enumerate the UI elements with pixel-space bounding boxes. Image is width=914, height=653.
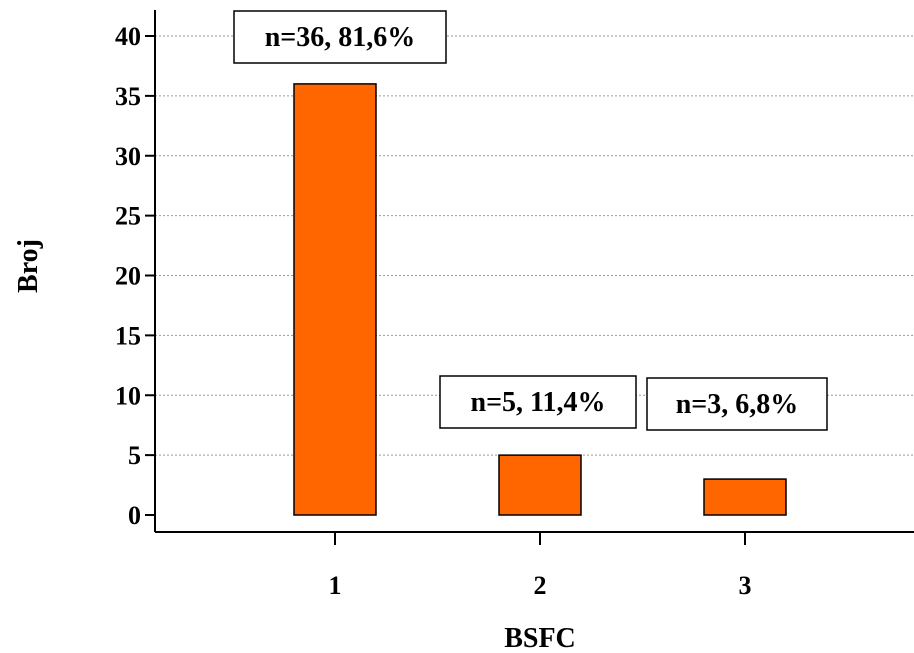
x-axis-ticks: 1 2 3 <box>329 532 752 600</box>
y-tick-label: 15 <box>115 321 141 350</box>
data-label: n=3, 6,8% <box>676 389 799 420</box>
data-label: n=36, 81,6% <box>265 22 416 53</box>
x-tick-label: 2 <box>534 571 547 600</box>
data-label: n=5, 11,4% <box>471 387 606 418</box>
y-tick-label: 5 <box>128 441 141 470</box>
x-tick-label: 1 <box>329 571 342 600</box>
data-label-box <box>233 10 447 64</box>
bar <box>293 83 377 516</box>
y-tick-label: 25 <box>115 202 141 231</box>
bars <box>293 83 787 516</box>
y-tick-label: 30 <box>115 142 141 171</box>
y-tick-label: 35 <box>115 82 141 111</box>
bar <box>498 454 582 516</box>
bar <box>703 478 787 516</box>
y-tick-label: 10 <box>115 381 141 410</box>
y-axis-title: Broj <box>13 239 44 293</box>
data-label-box <box>646 377 828 431</box>
y-tick-label: 40 <box>115 22 141 51</box>
y-tick-label: 20 <box>115 262 141 291</box>
data-labels: n=36, 81,6% n=5, 11,4% n=3, 6,8% <box>233 10 828 431</box>
data-label-box <box>439 375 637 429</box>
x-axis-title: BSFC <box>504 623 576 653</box>
y-tick-label: 0 <box>128 501 141 530</box>
y-axis-ticks: 0 5 10 15 20 25 30 35 40 <box>115 22 155 530</box>
x-tick-label: 3 <box>739 571 752 600</box>
